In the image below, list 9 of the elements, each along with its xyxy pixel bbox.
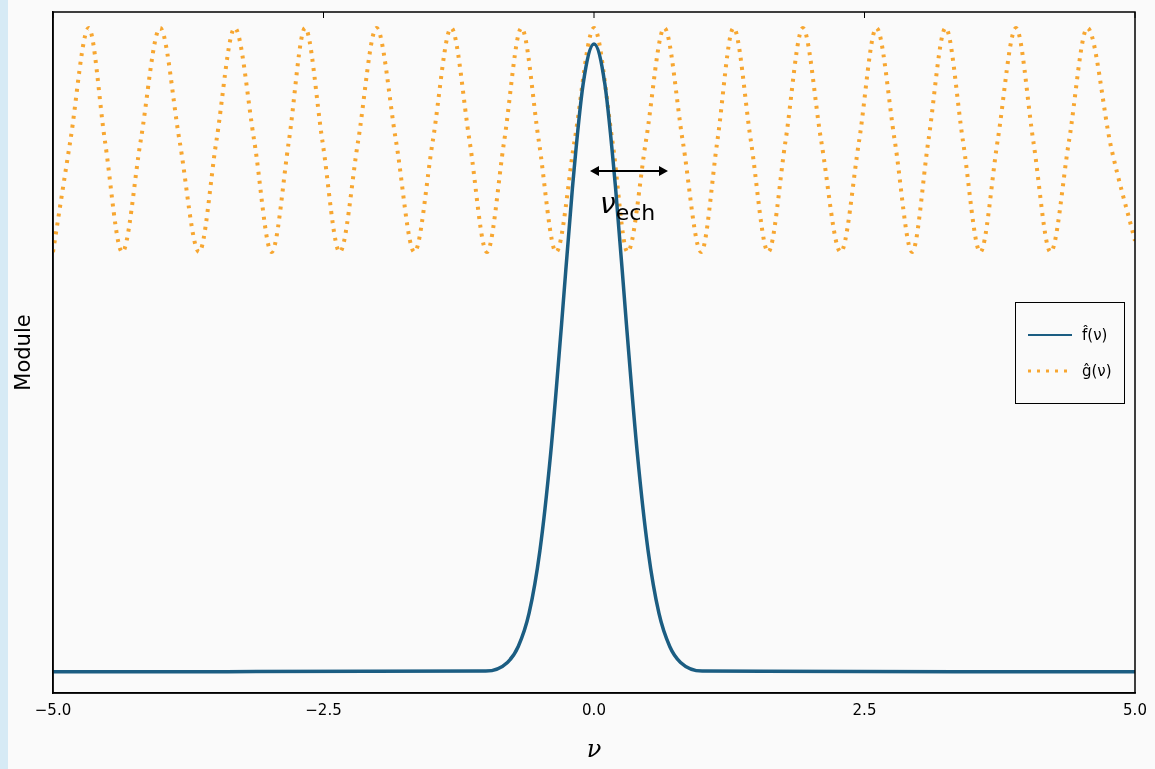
x-tick-label: −2.5 [305, 700, 342, 719]
x-tick-label: 0.0 [582, 700, 606, 719]
x-axis-title: ν [586, 734, 602, 763]
y-axis-title: Module [11, 314, 36, 391]
legend-label: f̂(ν) [1082, 324, 1108, 346]
legend-label: ĝ(ν) [1082, 360, 1112, 382]
x-tick-label: 2.5 [852, 700, 877, 719]
x-tick-label: 5.0 [1123, 700, 1147, 719]
x-tick-label: −5.0 [34, 700, 72, 719]
